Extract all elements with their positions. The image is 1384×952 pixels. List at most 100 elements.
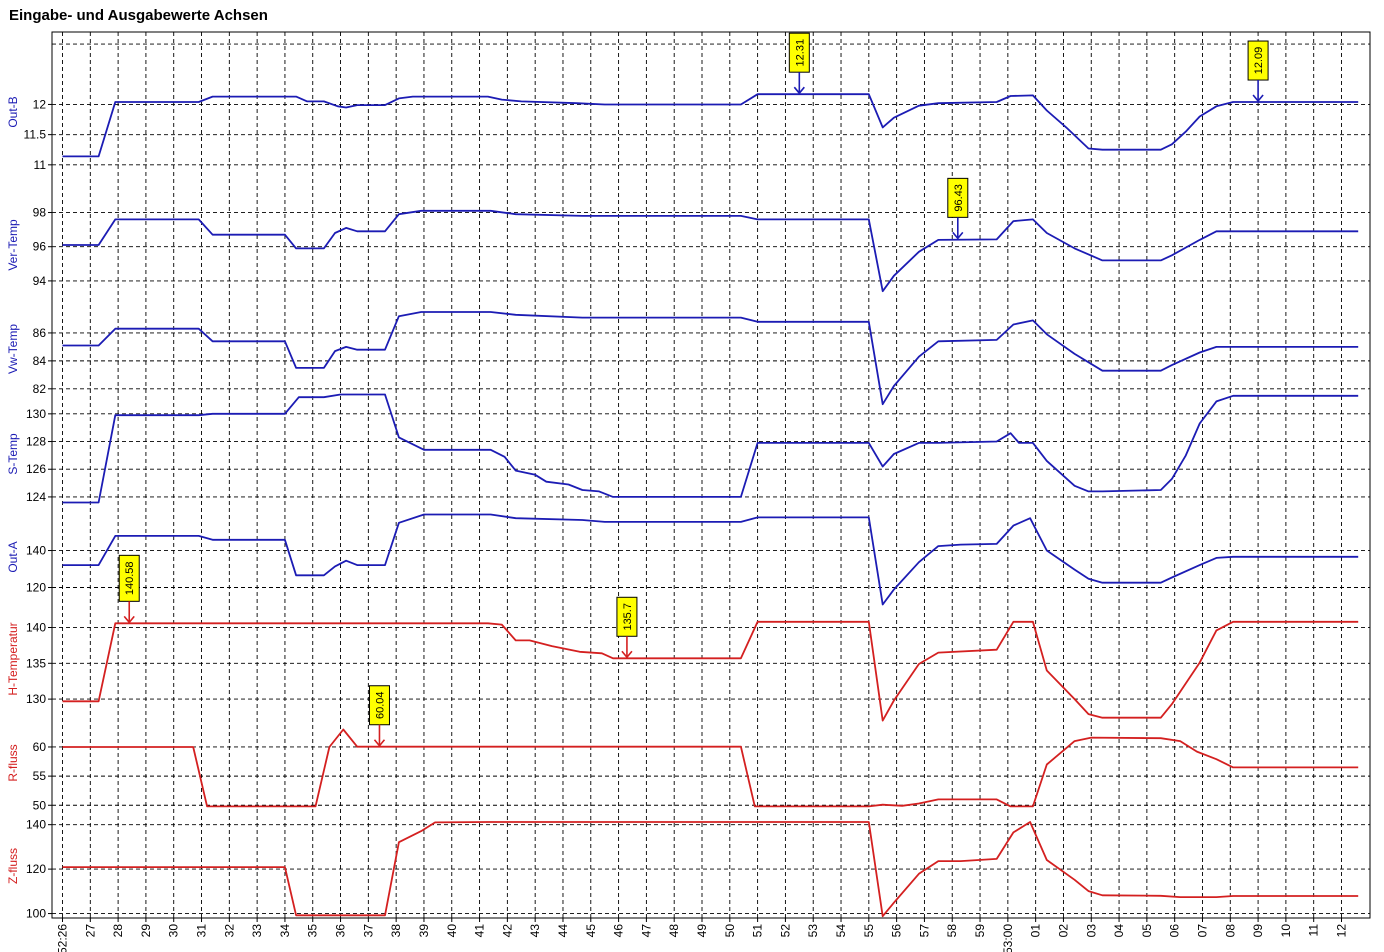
x-tick-label: 10: [1279, 924, 1293, 938]
y-tick-label: 82: [33, 382, 47, 396]
x-tick-label: 38: [389, 924, 403, 938]
series-line-out-b: [62, 93, 1359, 158]
series-line-h-temperatur: [62, 620, 1359, 722]
x-tick-label: 12: [1335, 924, 1349, 938]
x-tick-label: 05: [1140, 924, 1154, 938]
value-marker-arrowhead: [793, 86, 805, 95]
x-tick-label: 57: [917, 924, 931, 938]
x-tick-label: 42: [500, 924, 514, 938]
x-tick-label: 53: [806, 924, 820, 938]
series-line-s-temp: [62, 393, 1359, 504]
axis-label-out-b: Out-B: [6, 96, 20, 127]
x-tick-label: 46: [612, 924, 626, 938]
value-markers: 12.31 12.09 96.43 140.58 135.7 60.04: [118, 32, 1269, 747]
x-tick-label: 27: [83, 924, 97, 938]
axis-label-r-fluss: R-fluss: [6, 744, 20, 781]
x-tick-label: 32: [222, 924, 236, 938]
value-marker-arrowhead: [952, 231, 964, 240]
x-tick-label: 48: [667, 924, 681, 938]
y-tick-label: 120: [26, 862, 46, 876]
value-marker-box: [788, 32, 810, 73]
x-tick-label: 33: [250, 924, 264, 938]
x-tick-label: 04: [1112, 924, 1126, 938]
y-tick-label: 84: [33, 354, 47, 368]
series-line-ver-temp: [62, 209, 1359, 293]
y-tick-label: 126: [26, 462, 46, 476]
series-lines: [62, 93, 1359, 918]
y-tick-label: 120: [26, 581, 46, 595]
series-line-r-fluss: [62, 728, 1359, 808]
x-tick-label: 44: [556, 924, 570, 938]
x-tick-label: 43: [528, 924, 542, 938]
x-tick-label: 30: [167, 924, 181, 938]
y-tick-label: 124: [26, 490, 46, 504]
y-tick-label: 55: [33, 769, 47, 783]
y-tick-label: 11: [34, 158, 47, 172]
x-tick-label: 03: [1084, 924, 1098, 938]
x-tick-label: 35: [306, 924, 320, 938]
x-tick-label: 01: [1029, 924, 1043, 938]
y-tick-label: 140: [26, 818, 46, 832]
value-marker-label: 12.31: [794, 39, 806, 67]
y-tick-label: 50: [33, 798, 47, 812]
value-marker-label: 12.09: [1253, 47, 1265, 75]
x-tick-label: 50: [723, 924, 737, 938]
x-tick-label: 55: [862, 924, 876, 938]
plot-area: [51, 31, 1371, 919]
y-tick-label: 60: [33, 740, 47, 754]
x-tick-label: 39: [417, 924, 431, 938]
x-tick-label: 54: [834, 924, 848, 938]
x-tick-label: 45: [584, 924, 598, 938]
axes: 52:26 27 28 29 30 31 32 33 34 35 36 37 38 39 40 41 42 43 4…: [6, 96, 1349, 952]
x-tick-label: 58: [945, 924, 959, 938]
x-tick-label: 41: [473, 924, 487, 938]
axis-label-out-a: Out-A: [6, 541, 20, 572]
x-tick-label: 08: [1223, 924, 1237, 938]
y-tick-label: 86: [33, 326, 47, 340]
x-tick-label: 07: [1195, 924, 1209, 938]
x-tick-label: 36: [334, 924, 348, 938]
series-line-out-a: [62, 513, 1359, 606]
y-tick-label: 12: [33, 97, 47, 111]
value-marker-arrowhead: [373, 739, 386, 747]
x-tick-label: 53:00: [1001, 924, 1015, 952]
y-tick-label: 98: [33, 206, 47, 220]
axis-label-z-fluss: Z-fluss: [6, 848, 20, 884]
x-tick-label: 34: [278, 924, 292, 938]
series-line-z-fluss: [62, 821, 1359, 918]
y-tick-label: 140: [26, 620, 46, 634]
value-marker-arrowhead: [621, 650, 633, 659]
y-tick-label: 100: [26, 907, 46, 921]
axis-label-s-temp: S-Temp: [6, 433, 20, 475]
value-marker-arrowhead: [123, 615, 135, 624]
value-marker-label: 60.04: [374, 691, 386, 719]
x-tick-label: 49: [695, 924, 709, 938]
y-tick-label: 94: [33, 274, 47, 288]
y-tick-label: 130: [26, 692, 46, 706]
y-tick-label: 130: [26, 407, 46, 421]
x-tick-label: 29: [139, 924, 153, 938]
x-tick-label: 59: [973, 924, 987, 938]
x-tick-label: 31: [195, 924, 209, 938]
y-tick-label: 135: [26, 656, 46, 670]
x-tick-label: 09: [1251, 924, 1265, 938]
x-tick-label: 51: [751, 924, 765, 938]
axis-label-h-temperatur: H-Temperatur: [6, 622, 20, 695]
x-tick-label: 52: [778, 924, 792, 938]
axis-label-ver-temp: Ver-Temp: [6, 219, 20, 271]
x-tick-label: 40: [445, 924, 459, 938]
y-tick-label: 140: [26, 544, 46, 558]
x-tick-label: 28: [111, 924, 125, 938]
chart-panels: [51, 31, 1371, 919]
x-tick-label: 47: [639, 924, 653, 938]
value-marker-arrowhead: [1252, 94, 1264, 103]
y-tick-label: 128: [26, 435, 46, 449]
series-line-vw-temp: [62, 311, 1359, 406]
x-tick-label: 52:26: [56, 924, 70, 952]
page-title: Eingabe- und Ausgabewerte Achsen: [9, 7, 268, 24]
x-tick-label: 56: [890, 924, 904, 938]
value-marker-label: 96.43: [953, 184, 965, 212]
value-marker-label: 140.58: [124, 562, 136, 596]
x-tick-label: 37: [361, 924, 375, 938]
